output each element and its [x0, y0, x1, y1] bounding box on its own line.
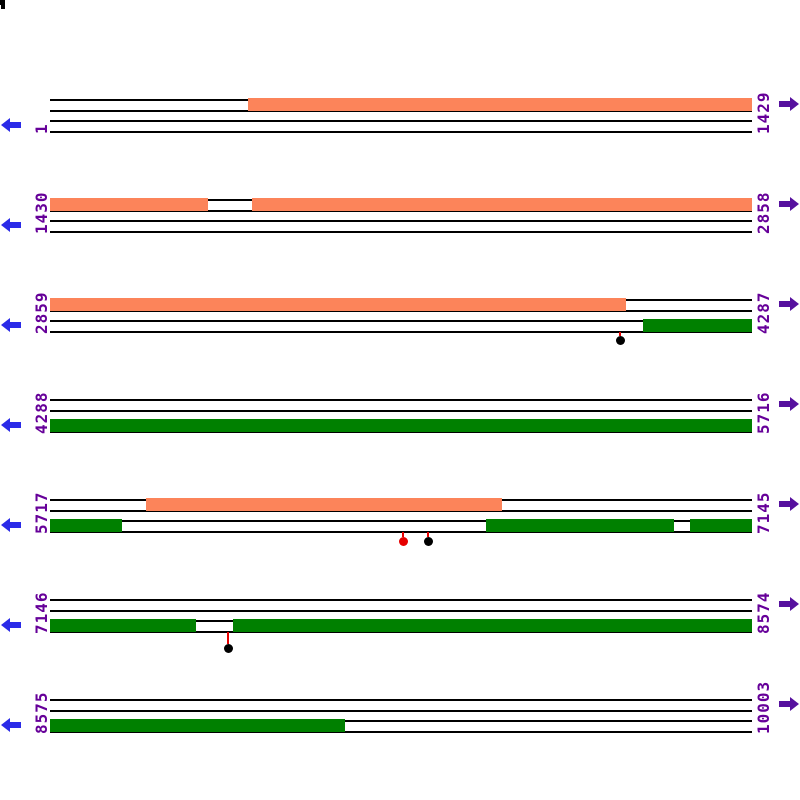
- marker-stem: [427, 532, 429, 537]
- row-end-coordinate: 4287: [754, 291, 773, 334]
- scroll-right-button[interactable]: [779, 296, 799, 312]
- corner-artifact-part: [0, 0, 5, 5]
- strand-line: [50, 720, 752, 722]
- scroll-left-button[interactable]: [1, 317, 21, 333]
- right-arrow-icon: [779, 697, 799, 711]
- strand-line: [50, 320, 752, 322]
- right-arrow-icon: [779, 97, 799, 111]
- marker-dot-black[interactable]: [223, 643, 233, 653]
- strand-line: [50, 131, 752, 133]
- strand-line: [50, 710, 752, 712]
- scroll-left-button[interactable]: [1, 417, 21, 433]
- scroll-right-button[interactable]: [779, 696, 799, 712]
- reverse-feature-bar[interactable]: [50, 519, 122, 532]
- strand-line: [50, 599, 752, 601]
- scroll-left-button[interactable]: [1, 117, 21, 133]
- strand-line: [50, 331, 752, 333]
- right-arrow-icon: [779, 397, 799, 411]
- left-arrow-icon: [1, 718, 21, 732]
- left-arrow-icon: [1, 618, 21, 632]
- forward-feature-bar[interactable]: [146, 498, 502, 511]
- reverse-feature-bar[interactable]: [643, 319, 752, 332]
- reverse-feature-bar[interactable]: [690, 519, 752, 532]
- forward-feature-bar[interactable]: [50, 198, 208, 211]
- right-arrow-icon: [779, 297, 799, 311]
- marker-dot-red[interactable]: [398, 536, 408, 546]
- right-arrow-icon: [779, 497, 799, 511]
- strand-line: [50, 731, 752, 733]
- reverse-feature-bar[interactable]: [486, 519, 674, 532]
- marker-dot-black[interactable]: [615, 335, 625, 345]
- left-arrow-icon: [1, 218, 21, 232]
- forward-feature-bar[interactable]: [248, 98, 752, 111]
- scroll-right-button[interactable]: [779, 196, 799, 212]
- strand-line: [50, 699, 752, 701]
- scroll-right-button[interactable]: [779, 496, 799, 512]
- row-end-coordinate: 1429: [754, 91, 773, 134]
- scroll-right-button[interactable]: [779, 96, 799, 112]
- row-end-coordinate: 7145: [754, 491, 773, 534]
- right-arrow-icon: [779, 197, 799, 211]
- corner-artifact-part: [1, 5, 5, 9]
- strand-line: [50, 520, 752, 522]
- reverse-feature-bar[interactable]: [50, 619, 196, 632]
- strand-line: [50, 231, 752, 233]
- strand-line: [50, 399, 752, 401]
- row-end-coordinate: 10003: [754, 680, 773, 734]
- reverse-feature-bar[interactable]: [233, 619, 752, 632]
- forward-feature-bar[interactable]: [50, 298, 626, 311]
- marker-stem: [402, 532, 404, 537]
- forward-feature-bar[interactable]: [252, 198, 752, 211]
- row-end-coordinate: 8574: [754, 591, 773, 634]
- scroll-right-button[interactable]: [779, 396, 799, 412]
- marker-stem: [227, 632, 229, 644]
- row-start-coordinate: 5717: [32, 491, 51, 534]
- row-start-coordinate: 7146: [32, 591, 51, 634]
- row-start-coordinate: 1430: [32, 191, 51, 234]
- left-arrow-icon: [1, 318, 21, 332]
- scroll-left-button[interactable]: [1, 217, 21, 233]
- strand-line: [50, 410, 752, 412]
- scroll-right-button[interactable]: [779, 596, 799, 612]
- strand-line: [50, 610, 752, 612]
- row-end-coordinate: 5716: [754, 391, 773, 434]
- strand-line: [50, 120, 752, 122]
- marker-dot-black[interactable]: [423, 536, 433, 546]
- left-arrow-icon: [1, 418, 21, 432]
- right-arrow-icon: [779, 597, 799, 611]
- row-end-coordinate: 2858: [754, 191, 773, 234]
- scroll-left-button[interactable]: [1, 617, 21, 633]
- reverse-feature-bar[interactable]: [50, 419, 752, 432]
- row-start-coordinate: 4288: [32, 391, 51, 434]
- row-start-coordinate: 8575: [32, 691, 51, 734]
- row-start-coordinate: 1: [32, 123, 51, 134]
- left-arrow-icon: [1, 518, 21, 532]
- scroll-left-button[interactable]: [1, 717, 21, 733]
- strand-line: [50, 220, 752, 222]
- strand-line: [50, 531, 752, 533]
- left-arrow-icon: [1, 118, 21, 132]
- reverse-feature-bar[interactable]: [50, 719, 345, 732]
- scroll-left-button[interactable]: [1, 517, 21, 533]
- marker-stem: [619, 332, 621, 336]
- row-start-coordinate: 2859: [32, 291, 51, 334]
